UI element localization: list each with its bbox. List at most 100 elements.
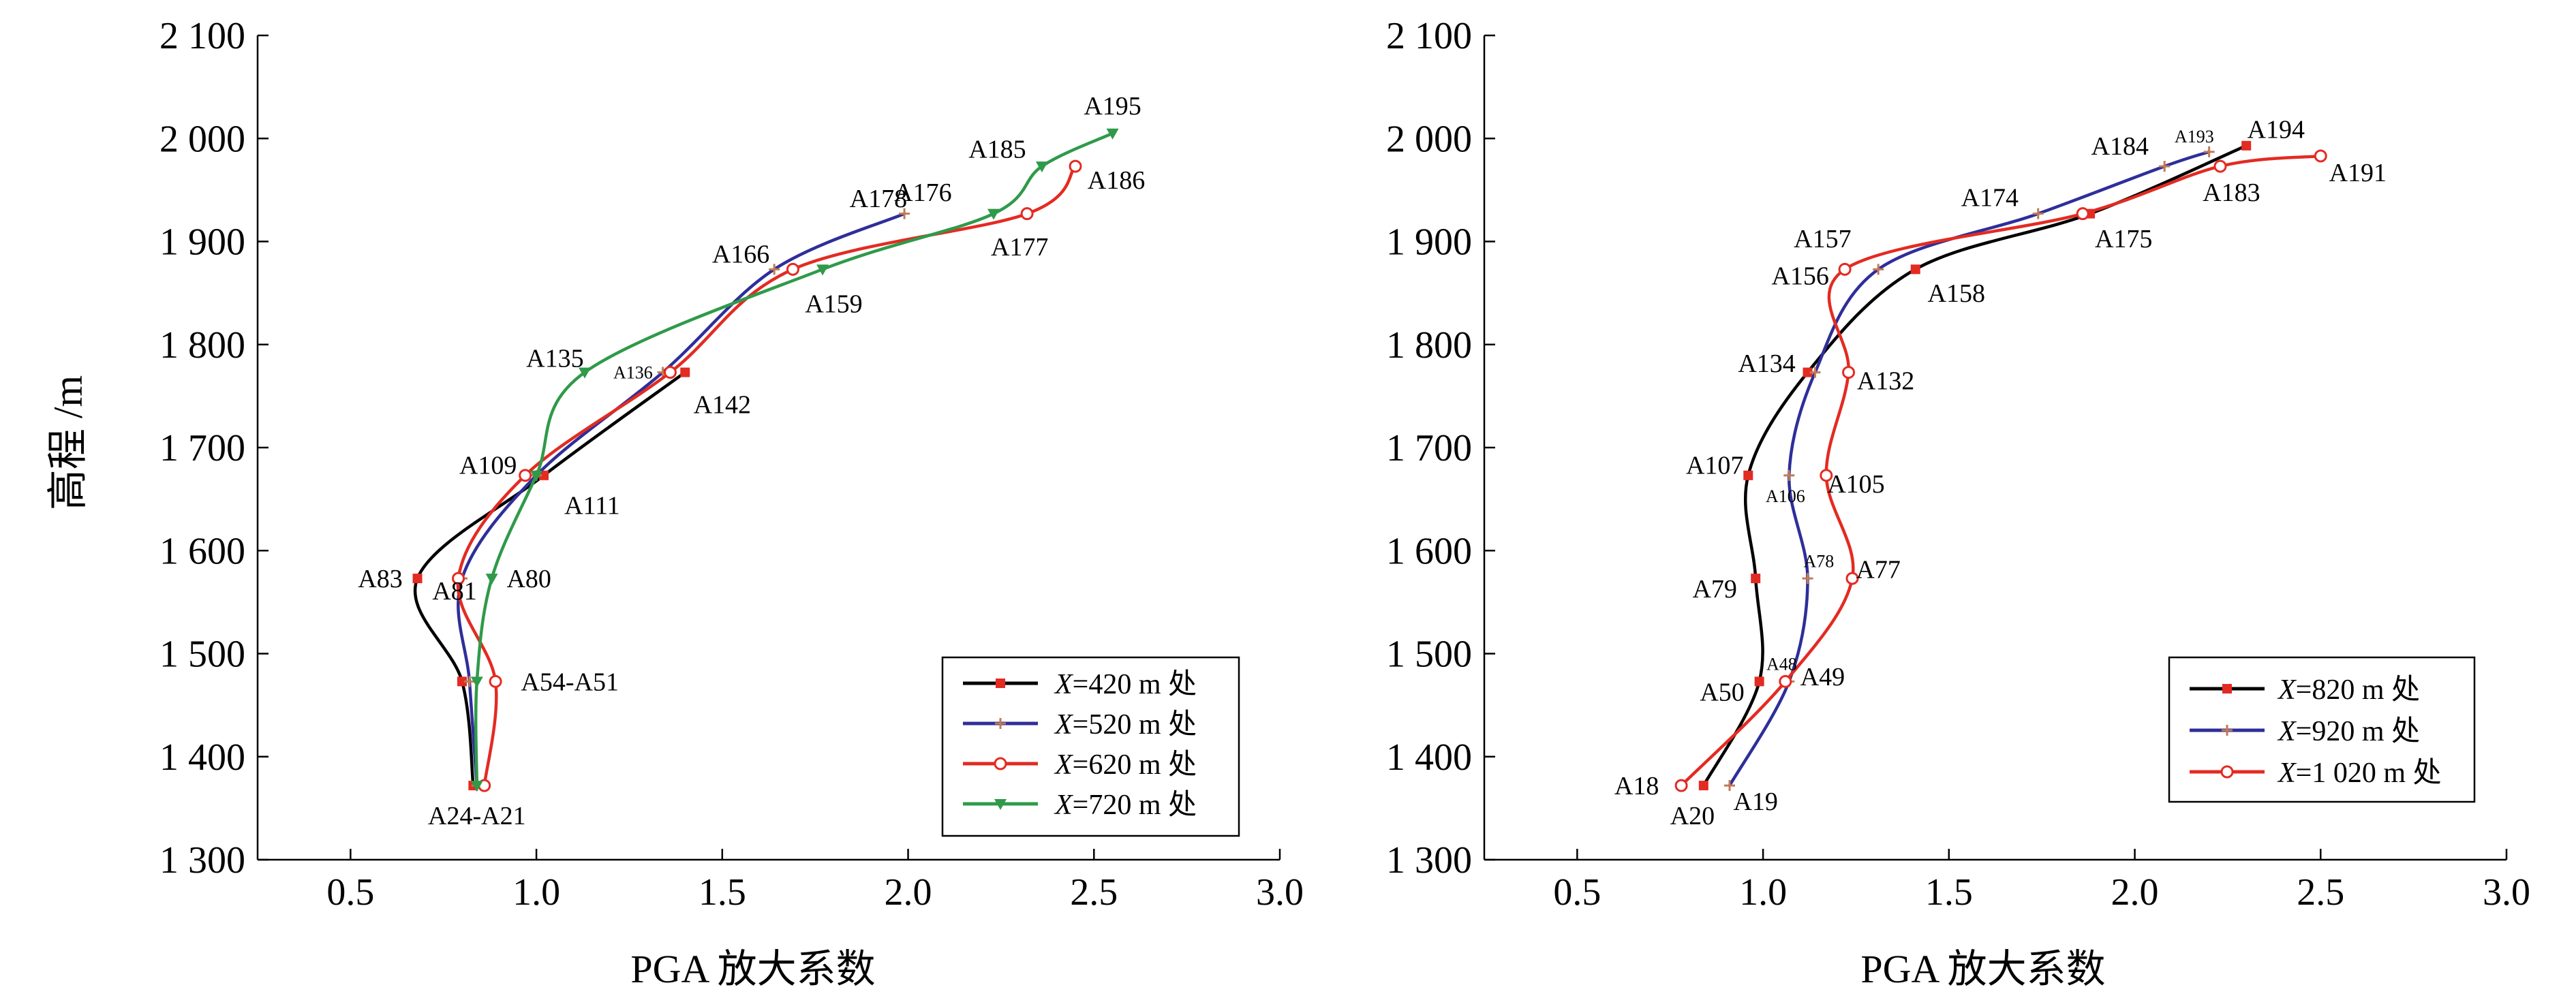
y-tick-label: 2 000 [159, 118, 245, 160]
y-tick-label: 1 500 [159, 634, 245, 676]
y-tick-label: 2 000 [1386, 118, 1472, 160]
point-label: A156 [1771, 262, 1828, 290]
point-label: A185 [968, 135, 1026, 163]
data-point-plus [1802, 573, 1813, 584]
y-tick-label: 1 400 [159, 736, 245, 779]
x-tick-label: 1.5 [1925, 871, 1973, 914]
x-tick-label: 2.0 [2111, 871, 2159, 914]
legend-entry: X=620 m 处 [963, 749, 1197, 781]
data-point-circle [1779, 674, 1792, 688]
point-label: A105 [1827, 470, 1884, 499]
data-point-circle [1020, 207, 1034, 221]
data-point-circle [786, 262, 799, 276]
point-label: A78 [1804, 551, 1835, 571]
x-tick-label: 2.5 [2297, 871, 2344, 914]
x-tick-label: 1.0 [512, 871, 560, 914]
point-label: A177 [991, 233, 1048, 262]
legend-label: X=920 m 处 [2277, 716, 2420, 747]
point-label: A134 [1738, 349, 1795, 378]
data-point-triangle [485, 574, 498, 585]
data-point-triangle [470, 676, 483, 688]
legend-entry: X=420 m 处 [963, 669, 1197, 700]
x-tick-label: 1.5 [699, 871, 746, 914]
data-point-circle [1838, 262, 1852, 276]
point-label: A81 [432, 577, 476, 606]
series-line [1679, 154, 2322, 788]
legend-label: X=1 020 m 处 [2277, 758, 2442, 789]
data-point-circle [519, 469, 532, 482]
y-tick-label: 1 800 [1386, 324, 1472, 367]
plot-area [412, 128, 1119, 792]
legend-circle-marker [994, 757, 1007, 770]
x-axis-title: PGA 放大系数 [630, 947, 875, 991]
data-point-circle [1842, 366, 1856, 379]
x-tick-label: 3.0 [2483, 871, 2530, 914]
data-point-plus [1724, 780, 1735, 792]
data-point-plus [2159, 161, 2171, 172]
data-point-triangle [470, 781, 483, 792]
data-point-plus [1873, 264, 1884, 275]
series-line [413, 371, 687, 788]
point-label: A136 [613, 363, 653, 383]
data-point-plus [1783, 469, 1795, 481]
point-label: A159 [805, 290, 862, 318]
data-point-square [539, 470, 549, 480]
data-point-circle [2213, 159, 2227, 173]
data-point-plus [1809, 367, 1821, 378]
series [1674, 149, 2327, 792]
data-point-square [1751, 574, 1761, 584]
data-point-square [1754, 676, 1764, 687]
data-point-square [1910, 264, 1920, 275]
data-point-square [412, 574, 423, 584]
point-label: A106 [1766, 486, 1805, 506]
annotations: A194 A193 A184 A191 A183 A174 A175 A157 A156 A158… [1614, 116, 2387, 830]
point-label: A109 [459, 452, 517, 480]
x-axis-title: PGA 放大系数 [1860, 947, 2105, 991]
data-point-square [680, 367, 690, 377]
data-point-triangle [1035, 161, 1048, 173]
y-tick-label: 1 700 [159, 427, 245, 469]
data-point-triangle [1106, 128, 1119, 140]
y-tick-label: 1 800 [159, 324, 245, 367]
point-label: A157 [1794, 225, 1851, 253]
legend: X=820 m 处 X=920 m 处 X=1 020 m 处 [2168, 656, 2476, 803]
point-label: A80 [506, 565, 551, 593]
x-tick-label: 3.0 [1256, 871, 1304, 914]
data-point-circle [1820, 469, 1833, 482]
point-label: A176 [894, 178, 951, 207]
point-label: A178 [850, 185, 907, 213]
legend-label: X=820 m 处 [2277, 674, 2420, 706]
legend-plus-marker [995, 718, 1006, 729]
legend-square-marker [996, 679, 1005, 688]
data-point-square [1803, 367, 1813, 377]
x-tick-label: 2.5 [1070, 871, 1118, 914]
point-label: A48 [1766, 655, 1797, 674]
data-point-plus [2203, 146, 2215, 157]
series-line [456, 164, 1077, 788]
legend-label: X=520 m 处 [1054, 709, 1197, 740]
data-point-square [457, 676, 467, 687]
y-tick-label: 1 300 [1386, 839, 1472, 882]
point-label: A184 [2091, 132, 2149, 161]
legend-entry: X=720 m 处 [963, 790, 1197, 821]
legend-label: X=720 m 处 [1054, 790, 1197, 821]
point-label: A18 [1614, 772, 1659, 800]
point-label: A19 [1733, 788, 1777, 816]
point-label: A50 [1700, 678, 1744, 706]
data-point-triangle [579, 367, 591, 379]
point-label: A20 [1670, 802, 1715, 830]
data-point-plus [899, 208, 910, 219]
point-label: A191 [2329, 159, 2387, 187]
data-point-circle [2314, 149, 2327, 163]
x-tick-label: 2.0 [885, 871, 932, 914]
data-point-square [1698, 781, 1708, 791]
legend-entry: X=820 m 处 [2190, 674, 2420, 706]
y-axis-title: 高程 /m [46, 375, 91, 510]
point-label: A107 [1686, 452, 1743, 480]
point-label: A186 [1088, 166, 1145, 195]
y-tick-label: 1 700 [1386, 427, 1472, 469]
y-tick-label: 1 600 [159, 530, 245, 572]
data-point-square [1743, 470, 1753, 480]
y-tick-label: 1 900 [159, 221, 245, 264]
